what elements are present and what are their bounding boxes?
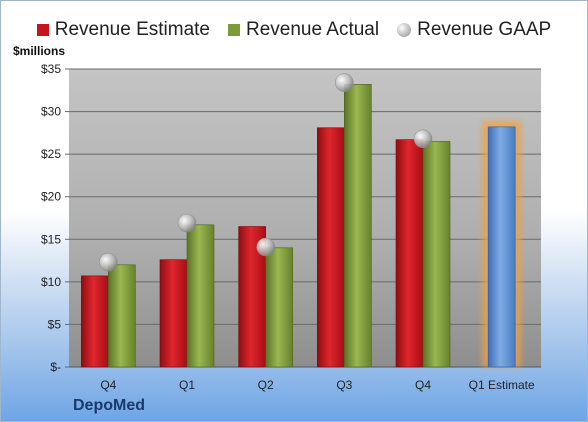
y-tick-label: $15 (41, 232, 61, 246)
y-tick-label: $30 (41, 105, 61, 119)
company-name: DepoMed (73, 397, 145, 414)
legend-item-gaap: Revenue GAAP (397, 19, 551, 41)
bar-q1-estimate (487, 126, 516, 368)
legend-swatch-gaap (397, 23, 412, 37)
bars-layer (81, 73, 522, 368)
bar-revenue-actual (186, 224, 215, 368)
bar-revenue-actual (344, 84, 372, 368)
legend-label-gaap: Revenue GAAP (417, 19, 552, 40)
y-tick-label: $25 (41, 147, 61, 161)
legend-swatch-estimate (36, 24, 49, 36)
x-tick-label: Q3 (336, 378, 352, 392)
x-tick-label: Q4 (415, 378, 431, 392)
bar-revenue-estimate (317, 127, 345, 368)
tick-labels: $- $5 $10 $15 $20 $25 $30 $35 Q4 Q1 Q2 Q3 Q4 Q1 Estim… (41, 62, 535, 392)
legend-item-estimate: Revenue Estimate (36, 19, 210, 41)
bar-revenue-actual (108, 264, 136, 368)
x-tick-label: Q2 (258, 378, 274, 392)
legend-swatch-actual (228, 24, 240, 36)
legend: Revenue Estimate Revenue Actual Revenue … (1, 15, 587, 45)
y-tick-label: $35 (41, 62, 61, 76)
gridlines (65, 68, 541, 368)
legend-label-actual: Revenue Actual (246, 19, 380, 40)
point-revenue-gaap (335, 73, 354, 92)
point-revenue-gaap (99, 253, 118, 272)
legend-label-estimate: Revenue Estimate (54, 19, 210, 40)
x-tick-label: Q1 (179, 378, 195, 392)
bar-revenue-estimate (159, 259, 188, 368)
bar-revenue-estimate (81, 275, 109, 368)
y-tick-label: $- (50, 360, 61, 374)
x-tick-label: Q4 (100, 378, 116, 392)
bar-revenue-estimate (395, 139, 424, 368)
y-axis-unit-label: $millions (13, 44, 66, 58)
point-revenue-gaap (256, 237, 275, 257)
bar-revenue-actual (265, 247, 293, 368)
y-tick-label: $5 (48, 317, 62, 331)
point-revenue-gaap (177, 213, 197, 233)
y-tick-label: $20 (41, 190, 61, 204)
plot-area (69, 69, 541, 367)
bar-revenue-actual (422, 141, 451, 368)
point-revenue-gaap (413, 129, 433, 149)
y-tick-label: $10 (41, 275, 61, 289)
x-tick-label: Q1 Estimate (469, 378, 535, 392)
legend-item-actual: Revenue Actual (228, 19, 379, 41)
